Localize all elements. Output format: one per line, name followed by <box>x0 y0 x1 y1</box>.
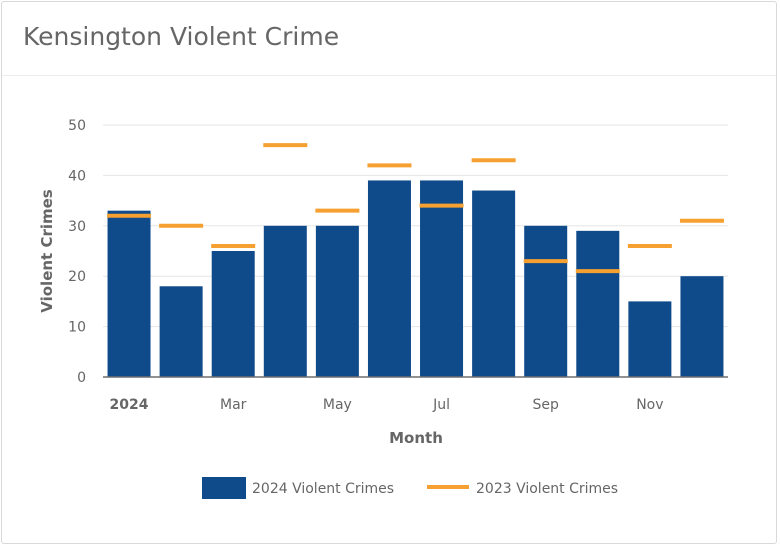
bar[interactable] <box>211 251 255 377</box>
y-tick-label: 10 <box>68 320 86 336</box>
x-tick-label: Mar <box>220 397 247 413</box>
y-axis-title: Violent Crimes <box>38 189 56 313</box>
x-tick-label: Jul <box>432 397 450 413</box>
bar[interactable] <box>524 225 568 377</box>
y-axis-ticks: 0 10 20 30 40 50 <box>68 118 86 386</box>
bar[interactable] <box>263 225 307 377</box>
x-axis-title: Month <box>389 429 443 447</box>
y-tick-label: 40 <box>68 168 86 184</box>
x-tick-label: 2024 <box>110 397 149 413</box>
x-tick-label: Nov <box>636 397 663 413</box>
y-tick-label: 0 <box>77 370 86 386</box>
bars-2024 <box>107 180 724 377</box>
bar[interactable] <box>420 180 464 377</box>
y-tick-label: 30 <box>68 219 86 235</box>
x-axis-ticks: 2024 Mar May Jul Sep Nov <box>110 397 664 413</box>
gridlines <box>103 124 728 328</box>
bar[interactable] <box>680 276 724 377</box>
bar[interactable] <box>107 210 151 377</box>
chart-title: Kensington Violent Crime <box>23 22 340 51</box>
y-tick-label: 50 <box>68 118 86 134</box>
bar[interactable] <box>159 286 203 377</box>
legend-swatch-2024 <box>202 477 246 499</box>
bar[interactable] <box>628 301 672 377</box>
y-tick-label: 20 <box>68 269 86 285</box>
x-tick-label: May <box>323 397 352 413</box>
bar[interactable] <box>367 180 411 377</box>
x-tick-label: Sep <box>533 397 560 413</box>
card-header: Kensington Violent Crime <box>2 2 776 76</box>
bar[interactable] <box>315 225 359 377</box>
legend-label-2024: 2024 Violent Crimes <box>252 481 394 497</box>
legend-label-2023: 2023 Violent Crimes <box>476 481 618 497</box>
bar[interactable] <box>472 190 516 377</box>
legend: 2024 Violent Crimes 2023 Violent Crimes <box>202 477 618 499</box>
bar[interactable] <box>576 230 620 377</box>
markers-2023 <box>107 143 724 274</box>
